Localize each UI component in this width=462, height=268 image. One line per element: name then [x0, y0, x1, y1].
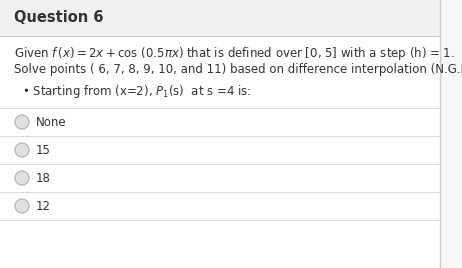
Text: None: None [36, 116, 67, 128]
Text: Question 6: Question 6 [14, 10, 103, 25]
Circle shape [15, 143, 29, 157]
Text: 15: 15 [36, 143, 51, 157]
Circle shape [15, 199, 29, 213]
Bar [440, 0, 462, 268]
Circle shape [15, 115, 29, 129]
Text: Solve points ( 6, 7, 8, 9, 10, and 11) based on difference interpolation (N.G.F.: Solve points ( 6, 7, 8, 9, 10, and 11) b… [14, 64, 462, 76]
Circle shape [15, 171, 29, 185]
Text: 18: 18 [36, 172, 51, 184]
Text: Given $f\,(x) = 2x + \cos\,(0.5\pi x)$ that is defined over [0, 5] with a step (: Given $f\,(x) = 2x + \cos\,(0.5\pi x)$ t… [14, 46, 455, 62]
Bar [0, 0, 440, 36]
Text: 12: 12 [36, 199, 51, 213]
Text: • Starting from (x=2), $P_1$(s)  at s =4 is:: • Starting from (x=2), $P_1$(s) at s =4 … [22, 84, 251, 100]
